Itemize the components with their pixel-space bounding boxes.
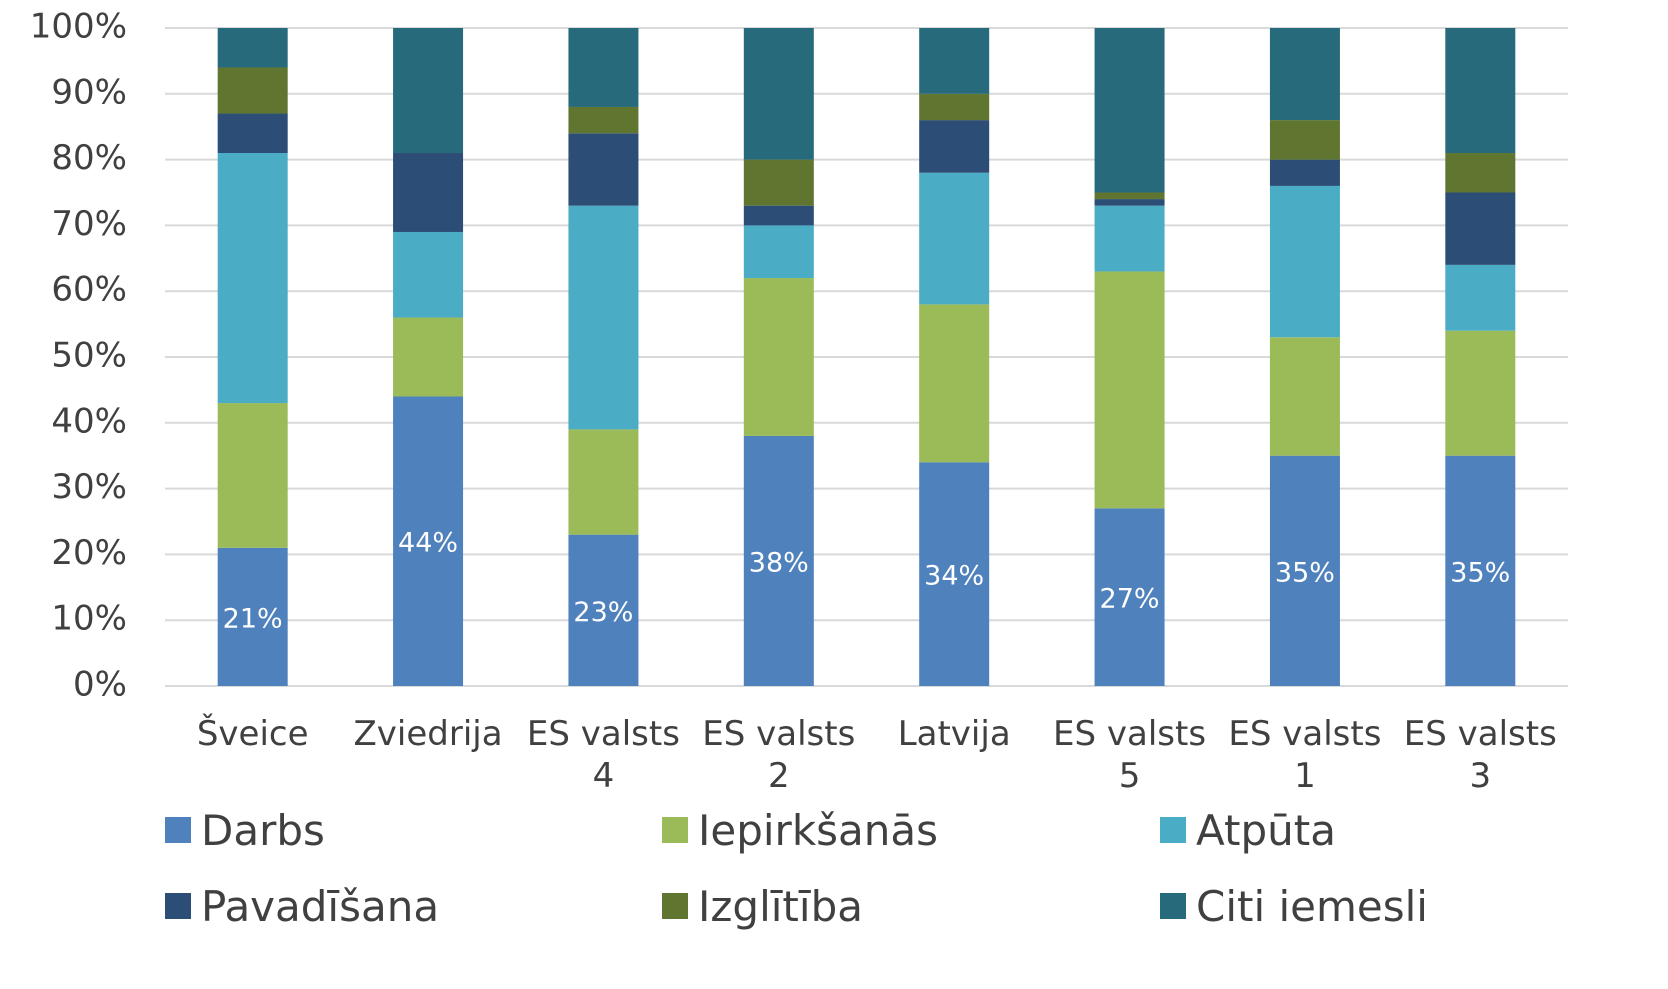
- bar-segment: [217, 153, 288, 404]
- y-tick-label: 70%: [51, 204, 127, 244]
- bar-segment: [919, 172, 990, 305]
- legend-item: Darbs: [165, 804, 325, 856]
- bar-segment: [393, 231, 464, 318]
- x-tick-label: ES valsts 1: [1228, 714, 1382, 796]
- bar-segment: [743, 278, 814, 436]
- legend-swatch: [1160, 893, 1186, 919]
- bar-segment: [743, 28, 814, 160]
- bar-segment: [1445, 264, 1516, 331]
- data-label: 21%: [223, 603, 283, 634]
- legend-swatch: [165, 893, 191, 919]
- bar-segment: [1094, 205, 1165, 272]
- legend-label: Pavadīšana: [201, 881, 440, 931]
- bar-segment: [1094, 192, 1165, 200]
- legend-label: Citi iemesli: [1196, 881, 1428, 931]
- bar-segment: [743, 225, 814, 279]
- bar-segment: [217, 547, 288, 686]
- bar-segment: [1094, 271, 1165, 509]
- x-tick-label: ES valsts 2: [702, 714, 856, 796]
- legend-label: Izglītība: [698, 881, 863, 931]
- bar-segment: [568, 133, 639, 206]
- bar-segment: [393, 153, 464, 232]
- y-tick-label: 80%: [51, 138, 127, 178]
- bar-segment: [217, 67, 288, 114]
- bar-segment: [1269, 159, 1340, 186]
- bar-segment: [743, 435, 814, 686]
- y-tick-label: 30%: [51, 467, 127, 507]
- bar-segment: [1445, 153, 1516, 193]
- bar-segment: [1094, 199, 1165, 206]
- bar-segment: [568, 429, 639, 535]
- y-tick-label: 0%: [73, 665, 127, 705]
- bar-segment: [568, 106, 639, 134]
- y-tick-label: 20%: [51, 533, 127, 573]
- legend-item: Citi iemesli: [1160, 880, 1428, 932]
- bar-segment: [393, 28, 464, 154]
- data-label: 34%: [924, 561, 984, 592]
- bar-segment: [568, 205, 639, 430]
- bar-segment: [1269, 455, 1340, 686]
- legend-item: Pavadīšana: [165, 880, 439, 932]
- bar-segment: [919, 462, 990, 686]
- legend-label: Iepirkšanās: [698, 805, 939, 855]
- x-tick-label: ES valsts 4: [526, 714, 680, 796]
- bar-segment: [1445, 330, 1516, 456]
- bar-segment: [568, 28, 639, 107]
- y-tick-label: 100%: [30, 7, 127, 47]
- data-label: 35%: [1450, 557, 1510, 588]
- data-label: 35%: [1275, 557, 1335, 588]
- x-tick-label: Latvija: [897, 714, 1011, 754]
- legend-label: Darbs: [201, 805, 325, 855]
- y-tick-label: 60%: [51, 270, 127, 310]
- bar-segment: [919, 93, 990, 121]
- legend-item: Iepirkšanās: [662, 804, 938, 856]
- bar-segment: [217, 113, 288, 154]
- x-tick-label: Šveice: [196, 714, 309, 754]
- bar-segment: [1094, 28, 1165, 193]
- bar-segment: [919, 304, 990, 463]
- bar-segment: [217, 28, 288, 68]
- legend-swatch: [662, 817, 688, 843]
- bar-segment: [1445, 455, 1516, 686]
- bar-segment: [393, 396, 464, 686]
- data-label: 44%: [398, 528, 458, 559]
- bar-segment: [217, 403, 288, 548]
- bar-segment: [1269, 185, 1340, 338]
- legend-item: Atpūta: [1160, 804, 1336, 856]
- bar-segment: [743, 159, 814, 206]
- bar-segment: [1445, 28, 1516, 154]
- legend-swatch: [1160, 817, 1186, 843]
- bar-segment: [1445, 192, 1516, 265]
- legend-item: Izglītība: [662, 880, 863, 932]
- bar-segment: [1269, 120, 1340, 160]
- y-tick-label: 40%: [51, 401, 127, 441]
- bar-segment: [743, 205, 814, 226]
- x-tick-label: ES valsts 3: [1403, 714, 1557, 796]
- y-tick-label: 50%: [51, 336, 127, 376]
- data-label: 23%: [573, 597, 633, 628]
- bar-segment: [393, 317, 464, 397]
- data-label: 27%: [1100, 584, 1160, 615]
- legend-label: Atpūta: [1196, 805, 1336, 855]
- x-tick-label: Zviedrija: [353, 714, 503, 754]
- bar-segment: [919, 28, 990, 94]
- bar-segment: [919, 120, 990, 173]
- data-label: 38%: [749, 547, 809, 578]
- y-tick-label: 90%: [51, 72, 127, 112]
- bar-segment: [568, 534, 639, 686]
- bar-segment: [1269, 337, 1340, 456]
- legend-swatch: [165, 817, 191, 843]
- y-tick-label: 10%: [51, 599, 127, 639]
- bar-segment: [1269, 28, 1340, 121]
- legend-swatch: [662, 893, 688, 919]
- x-tick-label: ES valsts 5: [1053, 714, 1207, 796]
- bar-segment: [1094, 508, 1165, 686]
